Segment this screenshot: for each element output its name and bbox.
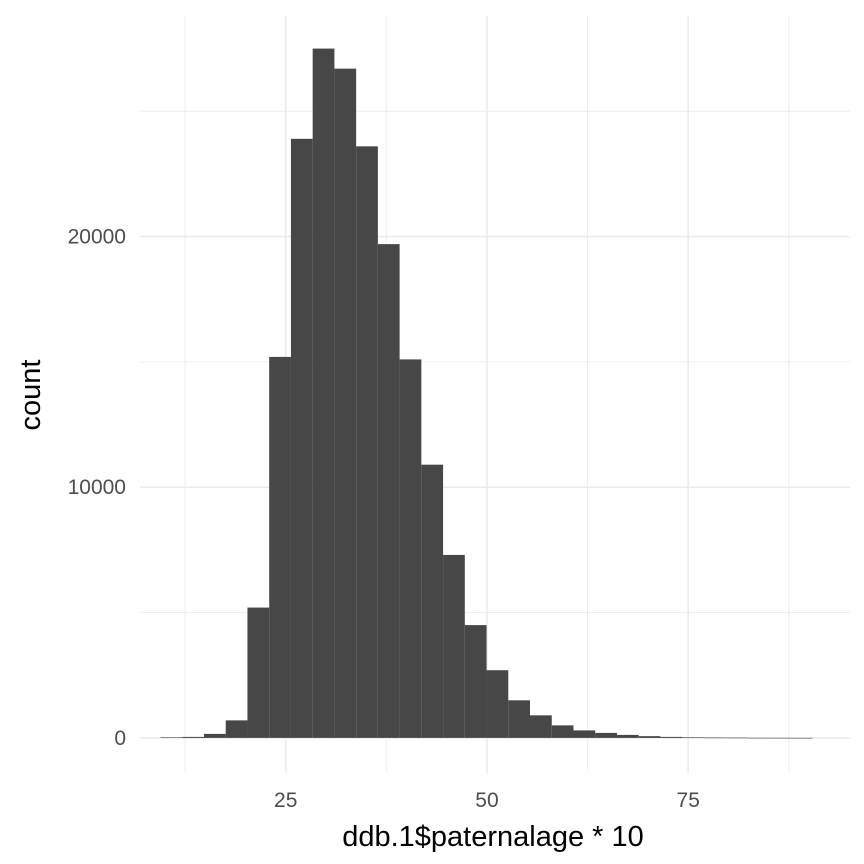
- x-axis-title: ddb.1$paternalage * 10: [342, 821, 644, 853]
- histogram-bar: [399, 359, 422, 738]
- y-tick-label: 10000: [68, 476, 126, 499]
- histogram-bar: [790, 737, 813, 739]
- histogram-bar: [464, 625, 487, 738]
- grid-lines: [140, 16, 850, 773]
- histogram-bar: [551, 725, 574, 738]
- y-axis-title: count: [15, 360, 47, 431]
- histogram-bar: [703, 737, 726, 739]
- histogram-bar: [203, 733, 226, 738]
- histogram-bar: [616, 734, 639, 738]
- x-tick-label: 75: [677, 789, 700, 812]
- histogram-bar: [160, 737, 183, 739]
- histogram-bar: [269, 356, 291, 738]
- histogram-bar: [660, 736, 683, 738]
- histogram-bar: [225, 720, 248, 738]
- y-tick-label: 0: [114, 727, 126, 750]
- histogram-bar: [443, 554, 465, 738]
- histogram-bar: [682, 737, 704, 738]
- histogram-bar: [747, 737, 770, 739]
- histogram-bar: [421, 464, 444, 738]
- y-tick-label: 20000: [68, 226, 126, 249]
- histogram-bar: [595, 732, 617, 738]
- histogram-bar: [508, 700, 531, 738]
- histogram-bar: [486, 670, 509, 738]
- histogram-bar: [573, 730, 596, 738]
- histogram-bars: [160, 48, 813, 739]
- histogram-bar: [334, 68, 357, 738]
- histogram-bar: [377, 244, 400, 738]
- histogram-bar: [530, 715, 552, 738]
- x-axis-tick-labels: 25 50 75: [274, 789, 700, 812]
- histogram-bar: [290, 138, 313, 738]
- histogram-bar: [356, 146, 378, 738]
- y-axis-tick-labels: 0 10000 20000: [68, 226, 126, 750]
- histogram-bar: [638, 736, 661, 738]
- histogram-bar: [182, 736, 204, 738]
- histogram-bar: [725, 737, 748, 739]
- x-tick-label: 25: [274, 789, 297, 812]
- histogram-bar: [769, 737, 791, 739]
- x-tick-label: 50: [475, 789, 498, 812]
- histogram-bar: [312, 48, 335, 738]
- histogram-bar: [247, 607, 270, 738]
